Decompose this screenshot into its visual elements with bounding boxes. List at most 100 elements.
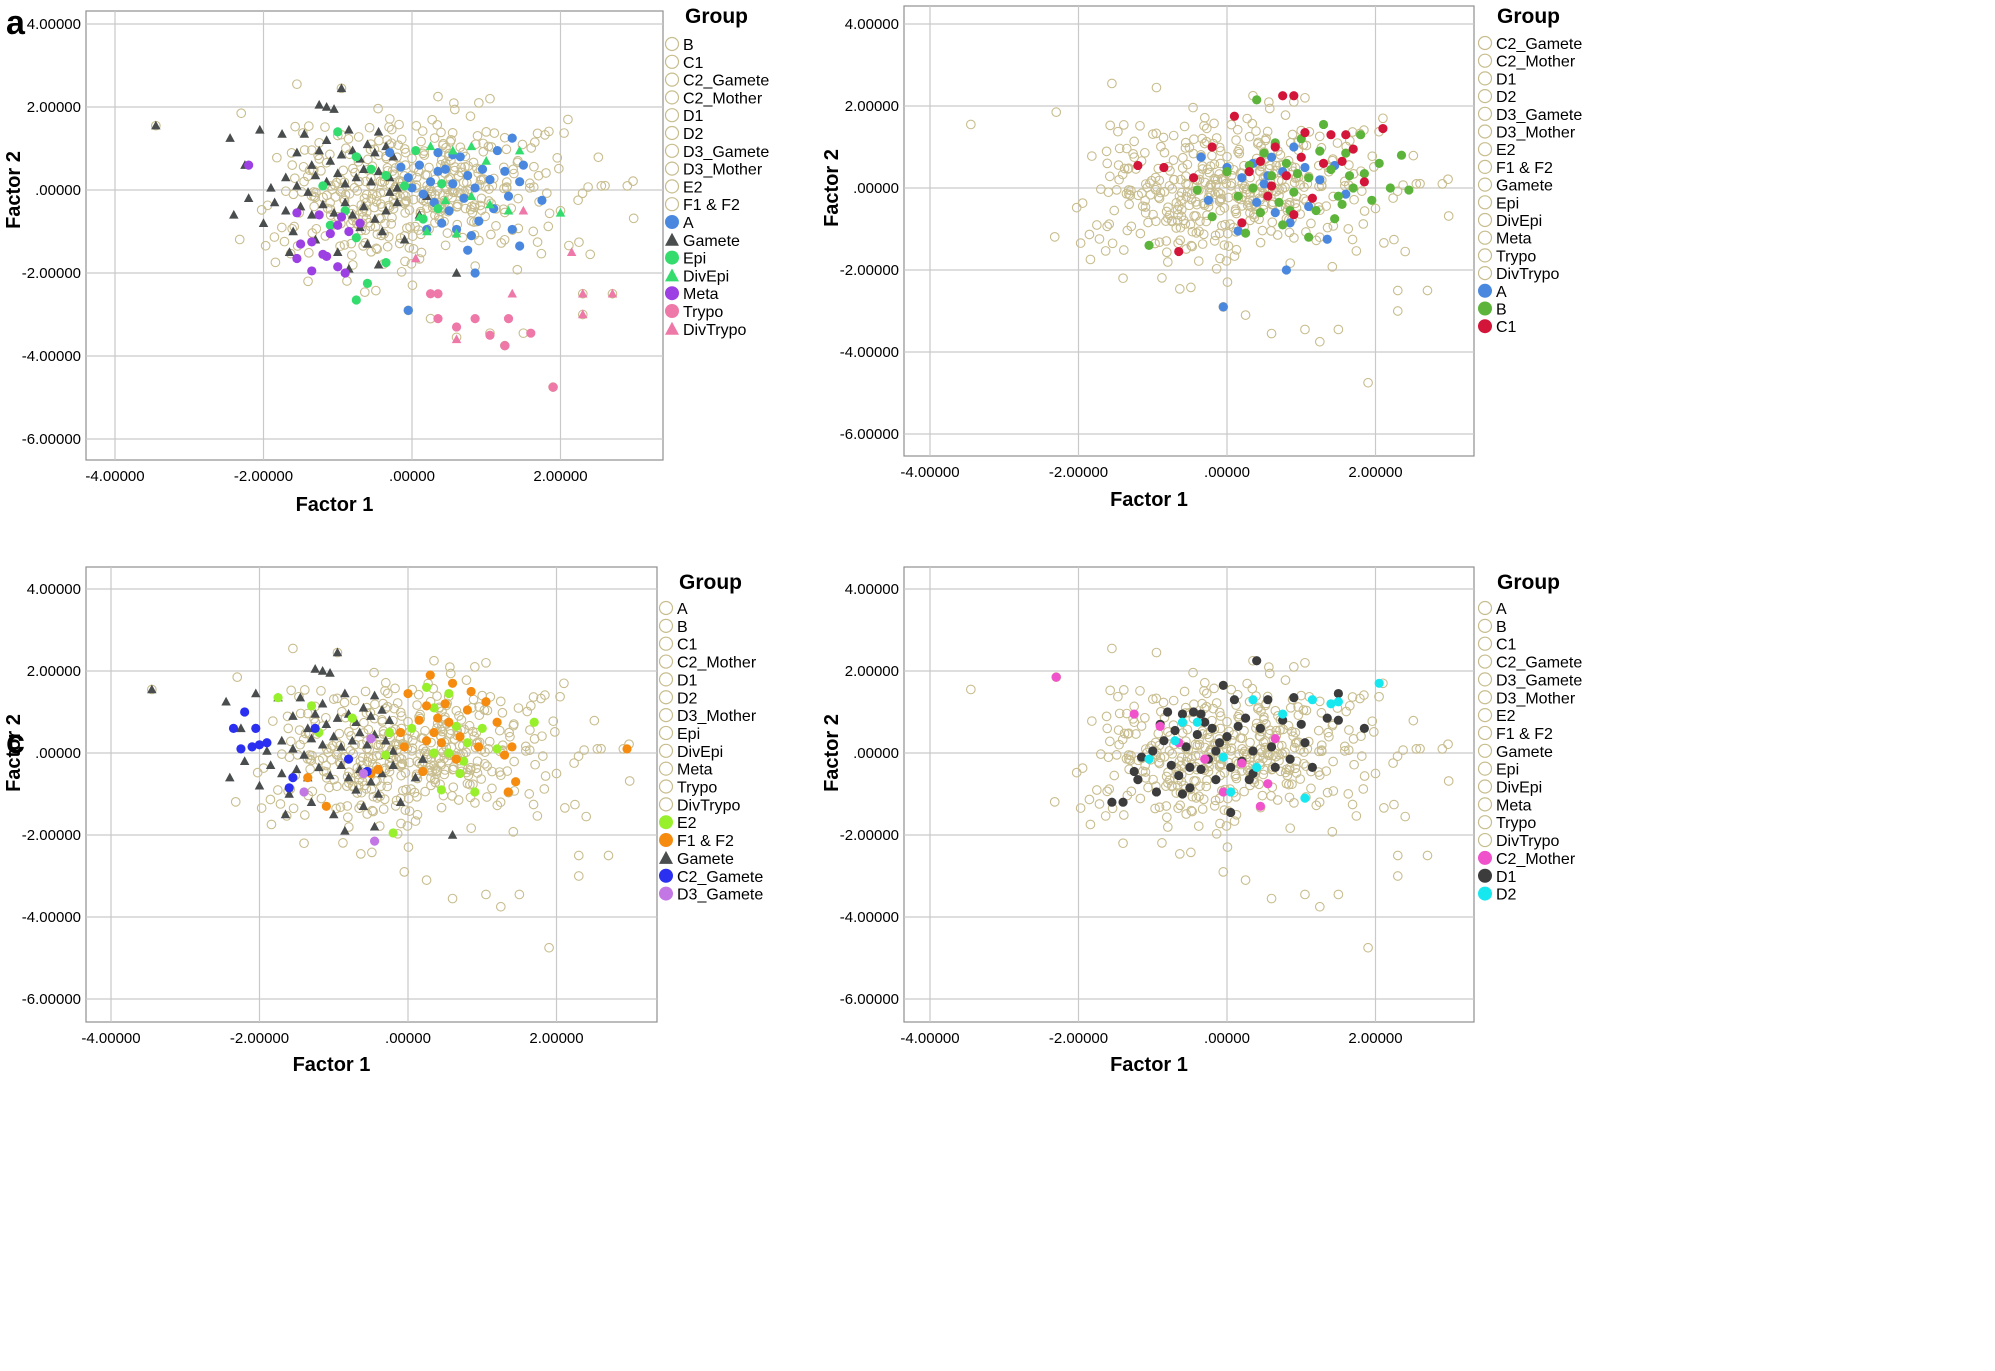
filled-point <box>1248 183 1258 193</box>
filled-point <box>1144 754 1154 764</box>
filled-point <box>1359 169 1369 179</box>
hollow-point <box>1113 691 1123 702</box>
hollow-point <box>1154 193 1165 204</box>
hollow-point <box>344 188 355 199</box>
legend-item: E2 <box>1477 708 1516 725</box>
hollow-point <box>437 190 448 201</box>
plot-area: -4.00000 -2.00000 .00000 2.00000 4.00000 2.00… <box>840 5 1475 481</box>
hollow-point <box>1198 794 1209 805</box>
legend-item: A <box>1478 283 1507 301</box>
legend-label: C2_Mother <box>1496 851 1576 868</box>
filled-point <box>307 237 317 247</box>
legend-hollow-marker <box>664 72 680 87</box>
legend-item: C1 <box>664 54 704 72</box>
legend-circle-marker <box>659 886 673 901</box>
hollow-point <box>1161 771 1172 782</box>
hollow-point <box>1274 184 1284 195</box>
triangle-point <box>388 760 398 770</box>
hollow-point <box>1415 743 1425 754</box>
hollow-point <box>1291 768 1302 778</box>
hollow-point <box>473 97 484 108</box>
scatter-plot-c: c -4.00000 -2.00000 .00000 2.00000 4.00000 2.… <box>3 566 763 1076</box>
hollow-point <box>279 236 290 247</box>
filled-point <box>503 191 514 201</box>
legend-label: DivEpi <box>1496 213 1542 230</box>
hollow-point <box>1295 744 1306 755</box>
hollow-point <box>1226 684 1237 695</box>
hollow-point <box>528 799 539 810</box>
triangle-point <box>306 733 317 743</box>
filled-point <box>1333 191 1343 201</box>
hollow-point <box>288 803 299 814</box>
filled-point <box>451 721 461 731</box>
triangle-point <box>351 784 361 794</box>
hollow-point <box>1316 740 1327 751</box>
y-tick-label: -4.00000 <box>22 348 81 365</box>
triangle-point <box>325 668 335 677</box>
legend-label: E2 <box>1496 708 1516 725</box>
filled-point <box>1177 717 1188 727</box>
triangle-point <box>370 214 380 223</box>
y-tick-label: 2.00000 <box>27 663 81 680</box>
filled-point <box>333 262 343 272</box>
x-tick-label: 2.00000 <box>1348 1030 1402 1047</box>
triangle-point <box>425 141 436 151</box>
y-axis-label: Factor 2 <box>3 714 25 792</box>
legend-item: B <box>664 36 694 54</box>
hollow-point <box>1280 182 1290 193</box>
filled-point <box>1226 762 1236 772</box>
hollow-point <box>412 791 422 802</box>
triangle-point <box>277 128 287 138</box>
hollow-point <box>1328 786 1339 796</box>
triangle-point <box>369 690 380 700</box>
hollow-point <box>1102 221 1113 232</box>
hollow-point <box>574 237 584 248</box>
legend-circle-marker <box>1478 868 1492 883</box>
filled-point <box>1185 783 1195 793</box>
hollow-point <box>1091 220 1102 230</box>
filled-point <box>325 220 335 230</box>
hollow-point <box>256 803 267 813</box>
hollow-point <box>1306 783 1316 794</box>
hollow-point <box>1154 758 1165 769</box>
hollow-point <box>555 691 565 702</box>
hollow-point <box>1101 711 1112 722</box>
filled-point <box>1255 723 1266 733</box>
filled-point <box>433 713 443 723</box>
hollow-point <box>1255 237 1266 248</box>
hollow-point <box>1199 677 1210 688</box>
legend-item: C2_Mother <box>658 654 757 672</box>
filled-point <box>1177 789 1188 799</box>
filled-point <box>1218 752 1228 762</box>
triangle-point <box>284 789 294 798</box>
hollow-point <box>1154 237 1165 248</box>
filled-point <box>433 148 443 158</box>
triangle-point <box>377 768 387 778</box>
filled-point <box>1263 779 1273 789</box>
hollow-point <box>494 725 505 736</box>
hollow-point <box>466 201 477 212</box>
hollow-point <box>1156 141 1166 152</box>
hollow-point <box>303 121 314 131</box>
filled-point <box>466 231 476 241</box>
hollow-point <box>1162 822 1173 832</box>
hollow-point <box>1187 226 1198 237</box>
hollow-point <box>478 138 489 149</box>
filled-point <box>1278 91 1288 101</box>
legend-hollow-marker <box>664 179 680 194</box>
filled-point <box>292 253 302 264</box>
legend-label: C2_Gamete <box>677 869 763 886</box>
legend-item: Gamete <box>665 232 740 250</box>
filled-point <box>407 183 417 193</box>
hollow-point <box>427 114 437 125</box>
hollow-point <box>1284 792 1295 803</box>
legend-circle-marker <box>665 250 679 265</box>
filled-point <box>1270 734 1280 744</box>
x-axis-label: Factor 1 <box>1110 489 1188 511</box>
filled-point <box>1151 787 1162 797</box>
legend-label: DivEpi <box>683 268 729 285</box>
triangle-point <box>266 182 276 192</box>
filled-point <box>1159 162 1169 173</box>
hollow-point <box>447 764 458 775</box>
hollow-point <box>331 803 341 814</box>
